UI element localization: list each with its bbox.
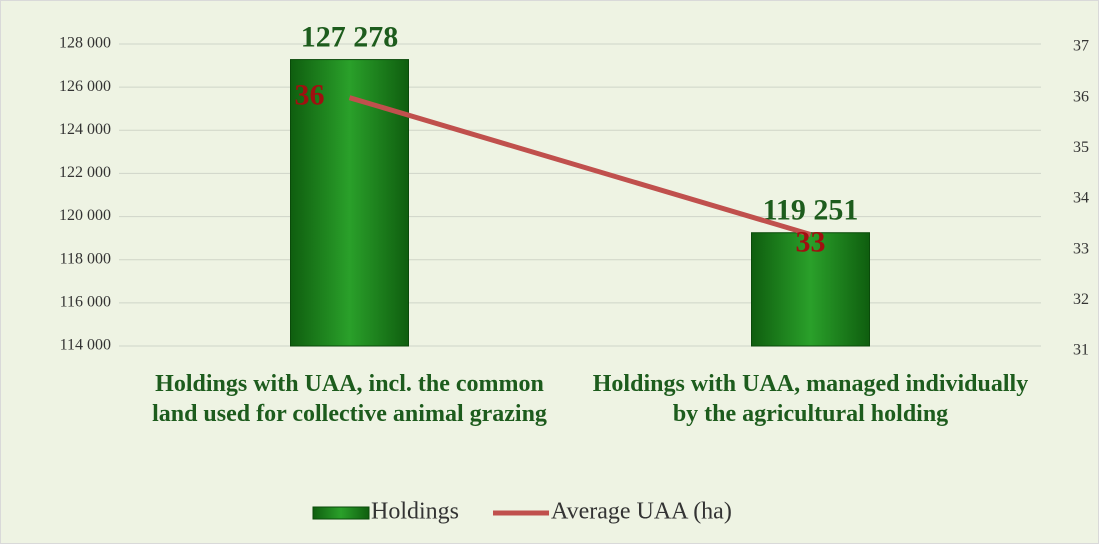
legend-label: Holdings [371,499,459,525]
legend-label: Average UAA (ha) [551,499,732,525]
line [348,95,812,237]
y-tick-label: 114 000 [60,337,111,354]
y2-tick-label: 33 [1073,240,1089,257]
y-tick-label: 124 000 [59,121,111,138]
line-value-label: 33 [796,225,826,258]
y2-tick-label: 36 [1073,88,1089,105]
bar [751,232,870,347]
x-tick-label: Holdings with UAA, incl. the common land… [152,371,547,427]
y-tick-label: 122 000 [59,164,111,181]
y-tick-label: 126 000 [59,78,111,95]
bar-value-label: 127 278 [301,20,399,53]
y2-tick-label: 35 [1073,139,1089,156]
y2-tick-label: 32 [1073,291,1089,308]
legend-swatch [312,506,370,520]
y2-tick-label: 37 [1073,38,1089,55]
y-tick-label: 118 000 [60,250,111,267]
y2-tick-label: 34 [1073,190,1089,207]
bar-value-label: 119 251 [763,194,859,227]
y-tick-label: 128 000 [59,35,111,52]
y-tick-label: 116 000 [60,294,111,311]
y-tick-label: 120 000 [59,207,111,224]
line-value-label: 36 [295,79,325,112]
y2-tick-label: 31 [1073,342,1089,359]
x-tick-label: Holdings with UAA, managed individually … [592,371,1029,427]
